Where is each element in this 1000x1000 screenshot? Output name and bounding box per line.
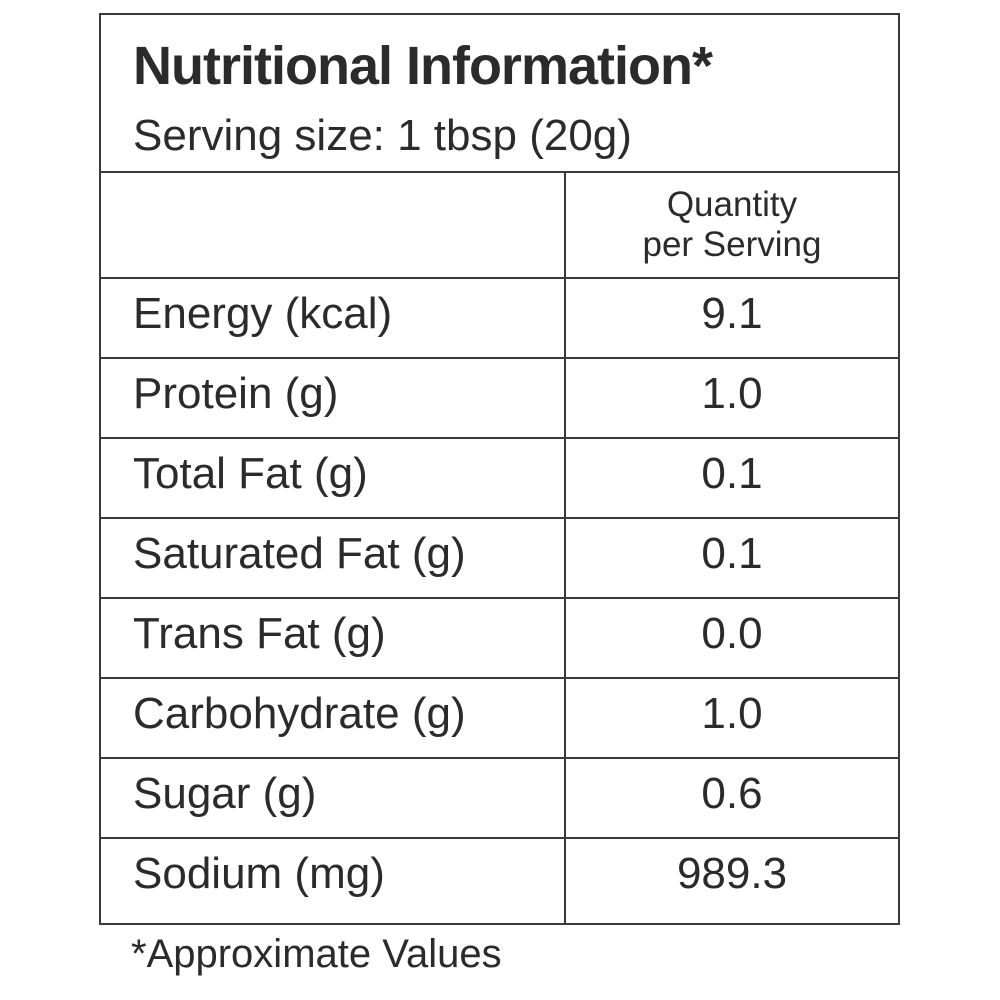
nutrient-name: Protein (g) [133,369,339,418]
nutrition-table: Nutritional Information* Serving size: 1… [99,13,900,925]
quantity-column-header: Quantity per Serving [566,171,898,277]
nutrient-name: Sugar (g) [133,769,317,818]
table-row: Sodium (mg) 989.3 [101,837,898,923]
nutrient-name: Total Fat (g) [133,449,368,498]
quantity-header-line1: Quantity [666,185,798,224]
page-title: Nutritional Information* [133,36,713,96]
table-row: Carbohydrate (g) 1.0 [101,677,898,757]
nutrient-name: Saturated Fat (g) [133,529,466,578]
nutrient-name: Sodium (mg) [133,849,385,898]
footnote: *Approximate Values [131,932,502,976]
nutrient-value: 9.1 [701,289,763,338]
nutrient-value: 1.0 [701,689,763,738]
table-row: Energy (kcal) 9.1 [101,277,898,357]
nutrient-value: 0.6 [701,769,763,818]
nutrient-value: 0.1 [701,449,763,498]
nutrient-value: 0.0 [701,609,763,658]
table-row: Sugar (g) 0.6 [101,757,898,837]
table-row: Protein (g) 1.0 [101,357,898,437]
table-header: Nutritional Information* Serving size: 1… [101,15,898,173]
serving-size: Serving size: 1 tbsp (20g) [133,111,632,160]
table-row: Total Fat (g) 0.1 [101,437,898,517]
nutrient-value: 0.1 [701,529,763,578]
nutrient-value: 989.3 [676,849,788,898]
nutrient-name: Energy (kcal) [133,289,393,338]
quantity-header-line2: per Serving [642,225,822,264]
nutrient-name: Trans Fat (g) [133,609,386,658]
nutrient-value: 1.0 [701,369,763,418]
nutrient-name: Carbohydrate (g) [133,689,466,738]
table-row: Saturated Fat (g) 0.1 [101,517,898,597]
table-row: Trans Fat (g) 0.0 [101,597,898,677]
column-divider [564,171,566,923]
